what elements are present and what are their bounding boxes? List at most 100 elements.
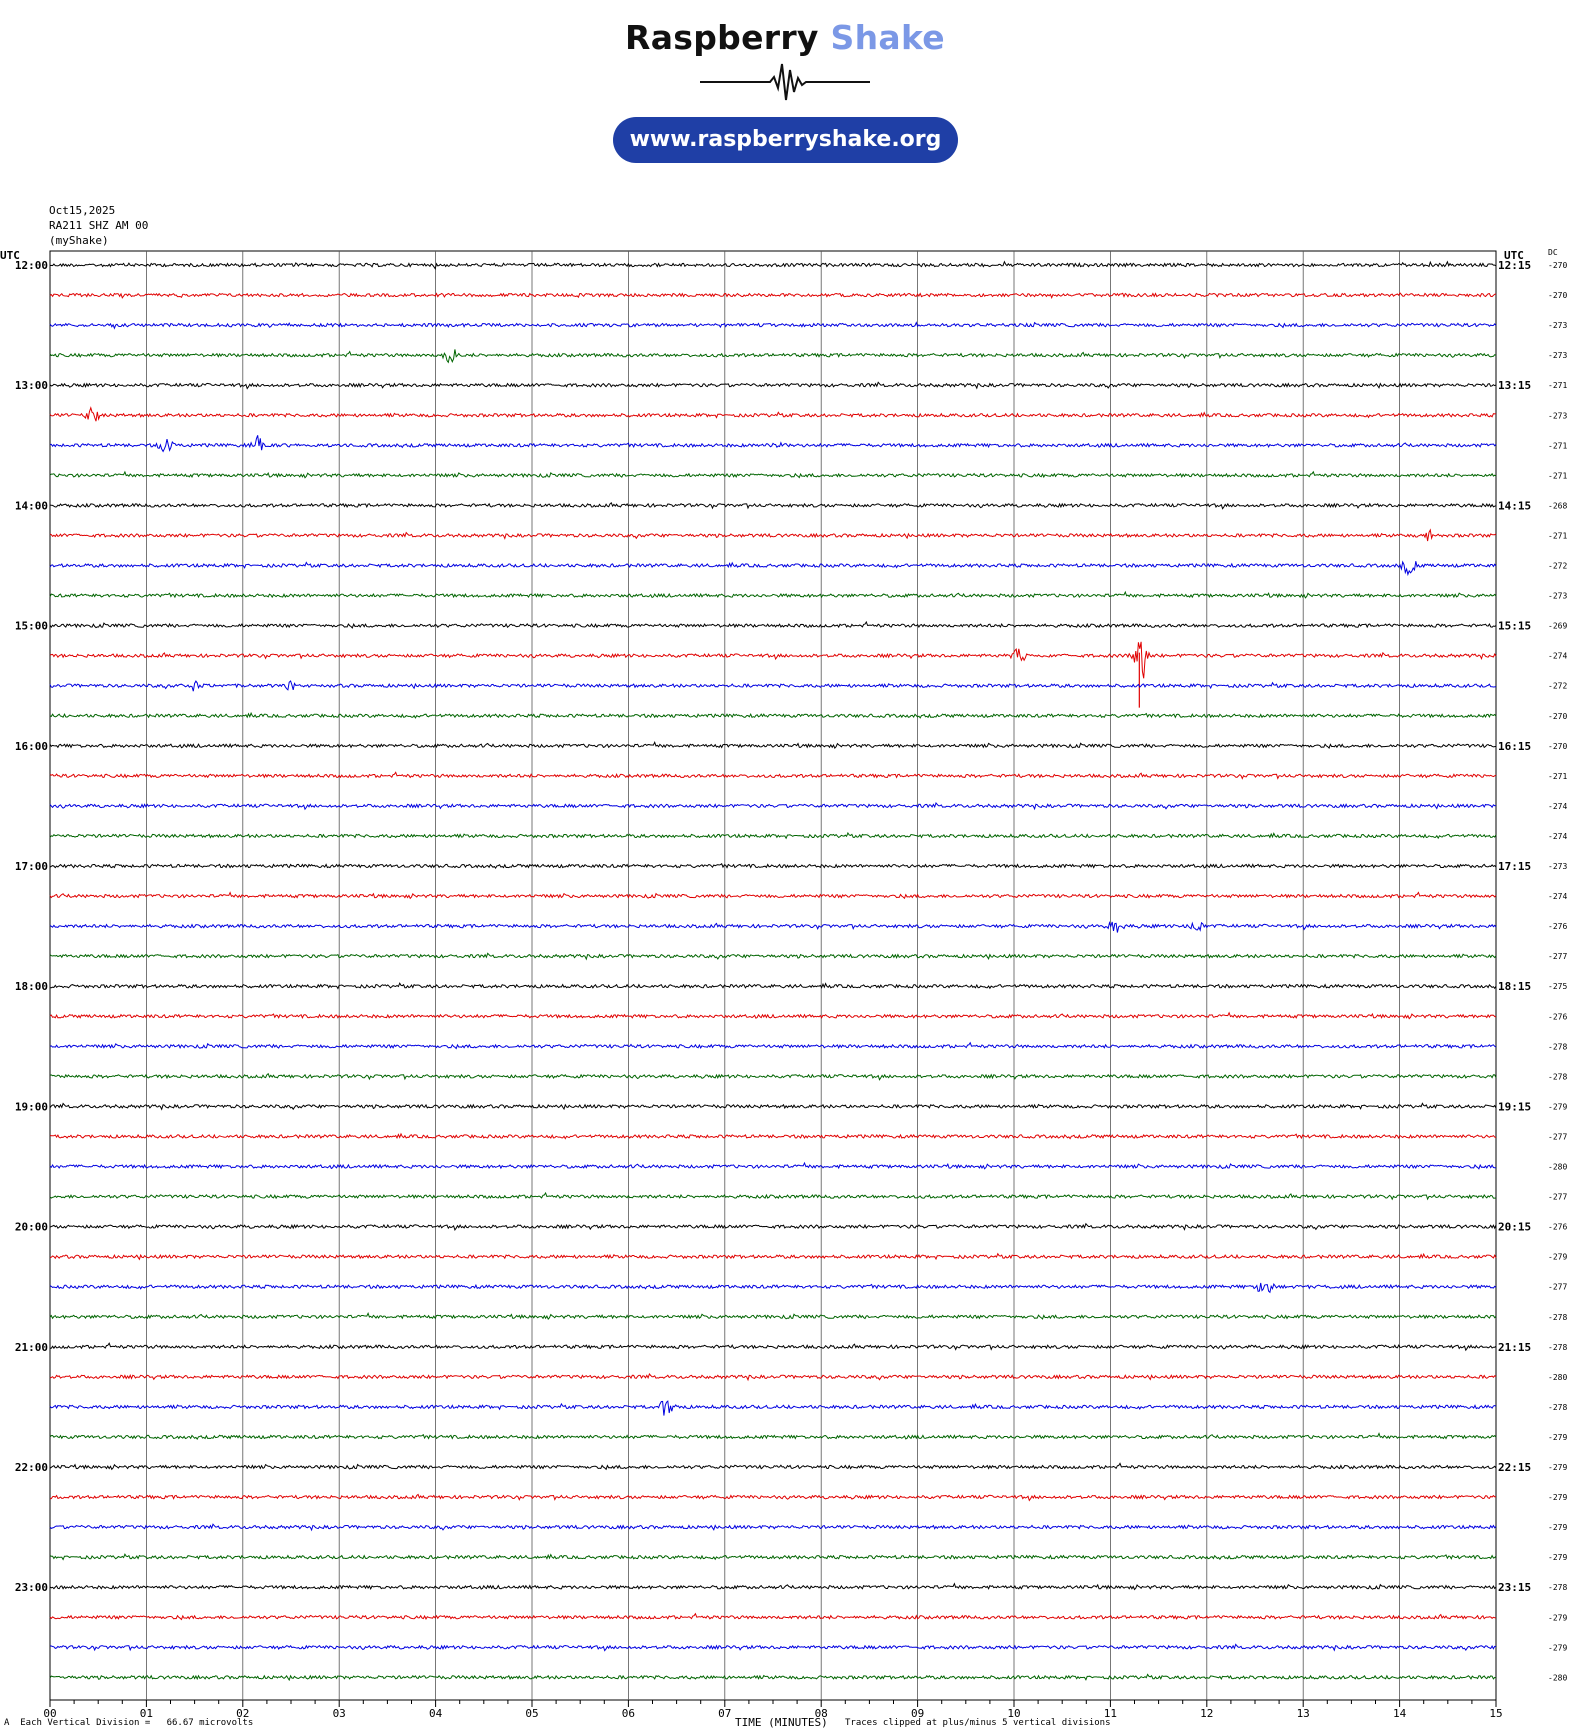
hour-label-left: 13:00 <box>15 379 48 392</box>
trace-line <box>49 1373 1497 1382</box>
trace-line <box>49 1612 1497 1621</box>
dc-offset-label: -277 <box>1548 952 1567 961</box>
trace-line <box>49 349 1497 364</box>
hour-label-left: 23:00 <box>15 1581 48 1594</box>
dc-offset-label: -273 <box>1548 592 1567 601</box>
dc-offset-label: -273 <box>1548 862 1567 871</box>
dc-offset-label: -274 <box>1548 832 1567 841</box>
trace-line <box>49 1041 1497 1050</box>
dc-offset-label: -273 <box>1548 411 1567 420</box>
x-tick-label: 13 <box>1297 1707 1310 1720</box>
trace-line <box>49 1132 1497 1140</box>
dc-offset-label: -278 <box>1548 1072 1567 1081</box>
vertical-division-note: Each Vertical Division = 66.67 microvolt… <box>20 1718 254 1728</box>
dc-offset-label: -271 <box>1548 441 1567 450</box>
clip-note: Traces clipped at plus/minus 5 vertical … <box>845 1718 1111 1728</box>
station-code: RA211 SHZ AM 00 <box>49 219 149 232</box>
x-tick-label: 04 <box>429 1707 443 1720</box>
x-tick-label: 02 <box>236 1707 249 1720</box>
hour-label-right: 12:15 <box>1498 259 1531 272</box>
dc-offset-label: -280 <box>1548 1373 1567 1382</box>
dc-offset-label: -270 <box>1548 742 1567 751</box>
header: Raspberry Shake www.raspberryshake.org <box>0 0 1570 200</box>
dc-offset-label: -274 <box>1548 892 1567 901</box>
trace-line <box>49 501 1497 510</box>
dc-offset-label: -279 <box>1548 1463 1567 1472</box>
trace-line <box>49 740 1497 750</box>
dc-offset-label: -270 <box>1548 291 1567 300</box>
hour-label-left: 18:00 <box>15 980 48 993</box>
network-name: (myShake) <box>49 234 109 247</box>
dc-offset-label: -280 <box>1548 1673 1567 1682</box>
hour-label-right: 17:15 <box>1498 860 1531 873</box>
trace-line <box>49 1400 1497 1416</box>
dc-offset-label: -278 <box>1548 1403 1567 1412</box>
dc-offset-label: -279 <box>1548 1433 1567 1442</box>
dc-offset-label: -280 <box>1548 1163 1567 1172</box>
x-tick-label: 07 <box>718 1707 731 1720</box>
x-tick-label: 03 <box>333 1707 346 1720</box>
dc-offset-label: -279 <box>1548 1493 1567 1502</box>
dc-offset-label: -279 <box>1548 1253 1567 1262</box>
x-tick-label: 14 <box>1393 1707 1407 1720</box>
website-url-badge[interactable]: www.raspberryshake.org <box>613 117 958 163</box>
dc-offset-label: -274 <box>1548 652 1567 661</box>
dc-offset-label: -273 <box>1548 351 1567 360</box>
trace-line <box>49 891 1497 900</box>
trace-line <box>49 1523 1497 1532</box>
x-tick-label: 12 <box>1200 1707 1213 1720</box>
dc-offset-label: -268 <box>1548 501 1567 510</box>
brand-name-accent: Shake <box>830 18 945 57</box>
x-tick-label: 09 <box>911 1707 924 1720</box>
trace-line <box>49 1191 1497 1201</box>
trace-line <box>49 1432 1497 1441</box>
hour-label-right: 22:15 <box>1498 1461 1531 1474</box>
dc-offset-label: -271 <box>1548 381 1567 390</box>
plot-frame <box>49 250 1497 1701</box>
dc-offset-label: -277 <box>1548 1193 1567 1202</box>
trace-line <box>49 381 1497 390</box>
trace-line <box>49 711 1497 719</box>
trace-line <box>49 470 1497 479</box>
trace-line <box>49 590 1497 599</box>
hour-label-left: 14:00 <box>15 499 48 512</box>
hour-label-left: 17:00 <box>15 860 48 873</box>
trace-line <box>49 920 1497 933</box>
trace-line <box>50 1342 1497 1352</box>
trace-line <box>49 1252 1497 1261</box>
dc-offset-label: -279 <box>1548 1613 1567 1622</box>
dc-offset-label: -277 <box>1548 1283 1567 1292</box>
trace-line <box>50 1493 1497 1502</box>
trace-line <box>49 982 1497 990</box>
trace-line <box>49 641 1497 679</box>
dc-offset-label: -270 <box>1548 261 1567 270</box>
trace-line <box>49 1161 1497 1170</box>
hour-label-right: 16:15 <box>1498 740 1531 753</box>
dc-offset-label: -274 <box>1548 802 1567 811</box>
trace-line <box>49 1282 1497 1294</box>
trace-line <box>49 1553 1497 1561</box>
trace-line <box>49 680 1497 692</box>
trace-line <box>49 406 1497 422</box>
dc-offset-label: -269 <box>1548 622 1567 631</box>
x-tick-label: 05 <box>525 1707 538 1720</box>
seismic-wave-logo-icon <box>700 63 870 101</box>
trace-line <box>49 1222 1497 1231</box>
trace-line <box>49 952 1497 961</box>
trace-line <box>49 831 1497 840</box>
trace-line <box>49 802 1497 811</box>
x-tick-label: 11 <box>1104 1707 1117 1720</box>
dc-offset-label: -276 <box>1548 1223 1567 1232</box>
hour-label-right: 20:15 <box>1498 1221 1531 1234</box>
trace-line <box>49 1462 1497 1471</box>
dc-offset-label: -272 <box>1548 682 1567 691</box>
x-tick-label: 10 <box>1007 1707 1020 1720</box>
trace-line <box>49 1311 1497 1321</box>
trace-line <box>49 435 1497 453</box>
trace-line <box>49 292 1497 300</box>
hour-label-right: 23:15 <box>1498 1581 1531 1594</box>
hour-label-right: 19:15 <box>1498 1100 1531 1113</box>
x-tick-label: 01 <box>140 1707 153 1720</box>
utc-label-right: UTC <box>1504 249 1524 262</box>
trace-line <box>49 620 1497 629</box>
